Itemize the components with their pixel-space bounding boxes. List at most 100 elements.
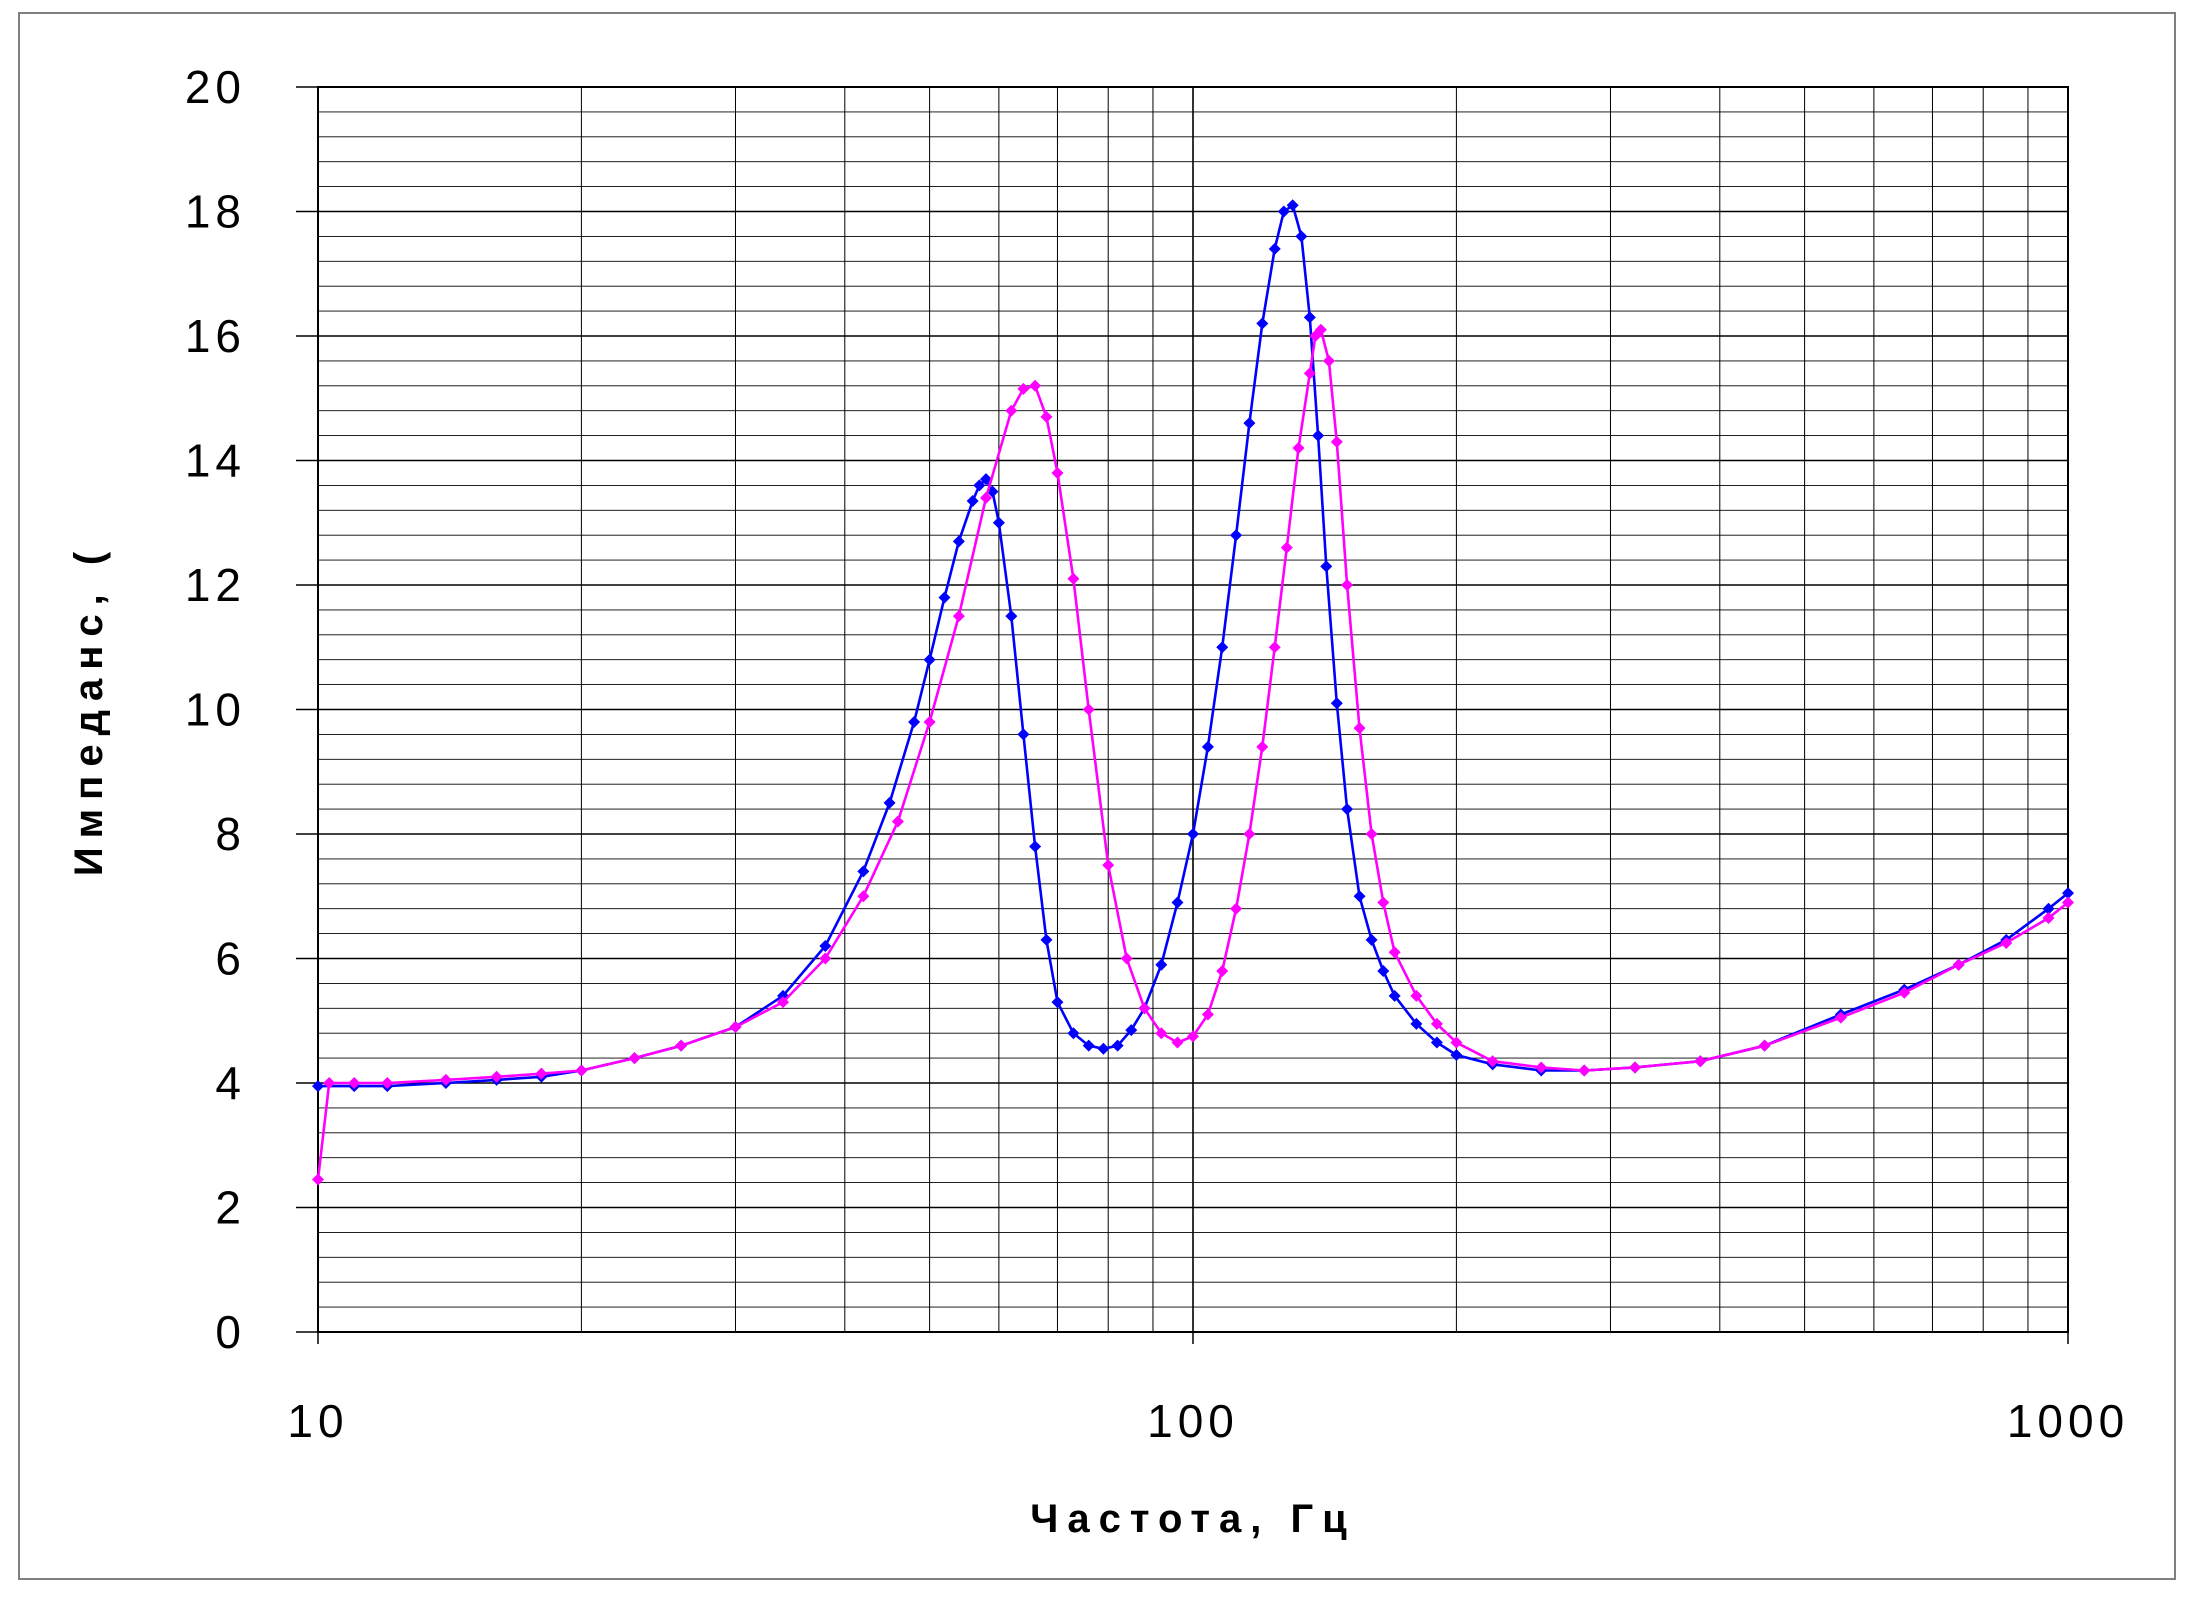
data-point bbox=[923, 653, 936, 666]
data-point bbox=[1353, 890, 1366, 903]
data-point bbox=[1155, 1027, 1168, 1040]
data-point bbox=[2062, 887, 2074, 900]
data-point bbox=[1268, 242, 1281, 255]
data-point bbox=[323, 1077, 336, 1089]
data-point bbox=[857, 865, 870, 878]
data-point bbox=[1341, 803, 1354, 816]
data-point bbox=[1952, 958, 1965, 971]
data-point bbox=[1377, 896, 1390, 909]
data-point bbox=[1040, 933, 1053, 946]
data-point bbox=[1280, 541, 1293, 554]
data-point bbox=[1535, 1061, 1548, 1074]
data-point bbox=[1388, 946, 1401, 959]
data-point bbox=[1286, 199, 1299, 212]
data-point bbox=[1138, 1002, 1151, 1015]
data-point bbox=[1120, 952, 1133, 965]
data-point bbox=[1017, 382, 1030, 395]
data-point bbox=[1243, 828, 1256, 840]
data-point bbox=[1834, 1011, 1847, 1024]
data-point bbox=[348, 1077, 361, 1089]
y-tick-label: 2 bbox=[215, 1182, 246, 1234]
data-point bbox=[1171, 896, 1184, 909]
y-axis-title: Импеданс, ( bbox=[67, 543, 111, 876]
data-point bbox=[979, 473, 992, 486]
chart-frame bbox=[18, 12, 2176, 1580]
data-point bbox=[1277, 205, 1290, 218]
data-point bbox=[490, 1070, 503, 1083]
data-point bbox=[992, 516, 1005, 529]
y-tick-label: 12 bbox=[185, 559, 246, 611]
data-point bbox=[1187, 828, 1199, 840]
data-point bbox=[1322, 354, 1335, 367]
data-point bbox=[1353, 722, 1366, 735]
data-point bbox=[1295, 230, 1308, 243]
data-point bbox=[1017, 728, 1030, 741]
data-point bbox=[1256, 740, 1269, 753]
series-line bbox=[318, 203, 2069, 1088]
data-point bbox=[1341, 579, 1354, 591]
data-point bbox=[1051, 996, 1064, 1009]
data-point bbox=[938, 591, 951, 604]
data-point bbox=[1082, 1039, 1095, 1052]
y-tick-label: 4 bbox=[215, 1057, 246, 1109]
x-tick-label: 1000 bbox=[2007, 1395, 2129, 1447]
data-point bbox=[1051, 466, 1064, 479]
grid-lines bbox=[318, 86, 2068, 1333]
data-point bbox=[891, 815, 904, 828]
data-point bbox=[1029, 379, 1042, 392]
data-point bbox=[2062, 896, 2074, 909]
data-point bbox=[1230, 529, 1243, 542]
data-point bbox=[1187, 1030, 1199, 1043]
data-point bbox=[1330, 697, 1343, 710]
data-point bbox=[1216, 964, 1229, 977]
data-point bbox=[1201, 1008, 1214, 1021]
data-point bbox=[439, 1073, 452, 1086]
data-point bbox=[1111, 1039, 1124, 1052]
data-point bbox=[979, 491, 992, 504]
data-point bbox=[1102, 859, 1115, 872]
data-point bbox=[2042, 912, 2055, 925]
data-point bbox=[1377, 964, 1390, 977]
data-point bbox=[1303, 311, 1316, 324]
data-point bbox=[2042, 902, 2055, 915]
data-point bbox=[1268, 641, 1281, 654]
data-point bbox=[1243, 417, 1256, 430]
y-tick-label: 20 bbox=[185, 61, 246, 113]
data-point bbox=[1388, 989, 1401, 1002]
data-point bbox=[312, 1173, 324, 1186]
data-point bbox=[1365, 828, 1378, 840]
series-line bbox=[316, 327, 2069, 1180]
data-point bbox=[973, 479, 986, 492]
data-point bbox=[1430, 1017, 1443, 1030]
data-point bbox=[675, 1039, 688, 1052]
data-point bbox=[1314, 323, 1327, 336]
data-point bbox=[1486, 1055, 1499, 1068]
series-2 bbox=[312, 323, 2074, 1186]
y-tick-label: 0 bbox=[215, 1306, 246, 1358]
data-point bbox=[923, 715, 936, 728]
y-tick-label: 14 bbox=[185, 435, 246, 487]
data-point bbox=[1292, 442, 1305, 455]
data-point bbox=[819, 940, 832, 953]
y-tick-label: 18 bbox=[185, 186, 246, 238]
data-point bbox=[1029, 840, 1042, 853]
data-point bbox=[1171, 1036, 1184, 1049]
data-point bbox=[1155, 958, 1168, 971]
series-group bbox=[312, 199, 2074, 1186]
data-point bbox=[1320, 560, 1333, 573]
y-tick-label: 6 bbox=[215, 933, 246, 985]
data-point bbox=[1450, 1036, 1463, 1049]
data-point bbox=[1365, 933, 1378, 946]
data-point bbox=[1303, 367, 1316, 380]
data-point bbox=[1450, 1048, 1463, 1061]
data-point bbox=[908, 715, 921, 728]
y-axis-ticks: 0 2 4 6 8 10 12 14 16 18 20 bbox=[185, 61, 318, 1358]
data-point bbox=[575, 1064, 588, 1077]
data-point bbox=[1230, 902, 1243, 915]
data-point bbox=[1694, 1055, 1707, 1068]
data-point bbox=[1578, 1064, 1591, 1077]
data-point bbox=[1430, 1036, 1443, 1049]
data-point bbox=[952, 535, 965, 548]
data-point bbox=[1040, 410, 1053, 423]
